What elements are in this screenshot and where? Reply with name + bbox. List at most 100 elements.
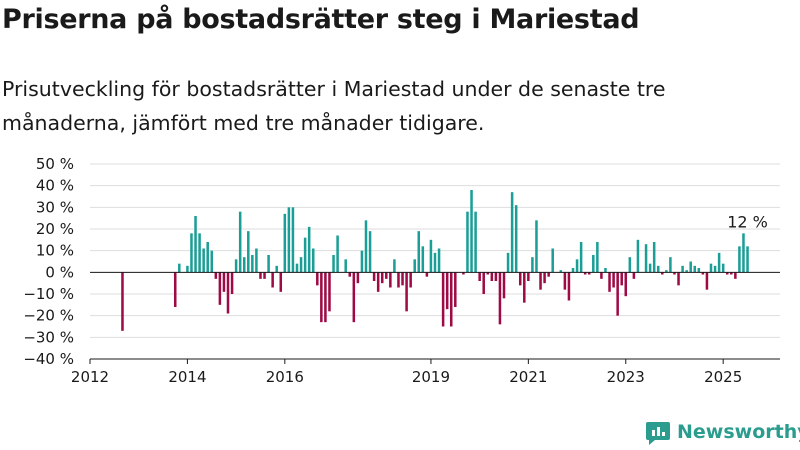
- bar: [413, 259, 416, 273]
- bar: [360, 250, 364, 273]
- y-tick-label: 30 %: [36, 198, 74, 216]
- chart-subtitle: Prisutveckling för bostadsrätter i Marie…: [2, 77, 666, 135]
- bar: [498, 272, 502, 325]
- bar: [502, 272, 506, 299]
- bar: [742, 233, 745, 273]
- bar: [592, 255, 595, 273]
- bar: [717, 252, 721, 273]
- bar: [697, 268, 701, 273]
- bar: [328, 272, 331, 312]
- bar: [620, 272, 623, 286]
- bar: [210, 250, 214, 273]
- bar: [669, 257, 672, 273]
- bar: [445, 272, 449, 310]
- bar: [336, 235, 339, 273]
- bar: [661, 272, 664, 275]
- bar: [673, 272, 676, 275]
- bar: [486, 272, 490, 275]
- bar: [665, 270, 668, 273]
- bar: [121, 272, 124, 331]
- bar: [628, 257, 632, 273]
- bar: [186, 265, 189, 273]
- bar: [275, 265, 278, 273]
- bar: [380, 272, 384, 284]
- bar: [462, 272, 465, 275]
- bar: [242, 257, 246, 273]
- bar: [709, 263, 713, 273]
- bar: [705, 272, 709, 290]
- bar: [648, 263, 652, 273]
- bar: [616, 272, 619, 316]
- bar: [259, 272, 262, 279]
- x-tick-label: 2025: [704, 368, 742, 386]
- bar: [539, 272, 542, 290]
- x-tick-label: 2021: [509, 368, 547, 386]
- bar: [490, 272, 494, 281]
- bar: [218, 272, 222, 305]
- bar: [206, 242, 209, 273]
- newsworthy-logo-icon: [646, 422, 670, 445]
- bar: [247, 231, 250, 273]
- bar: [725, 272, 729, 275]
- bar: [571, 268, 575, 273]
- bar: [600, 272, 603, 279]
- y-tick-label: −10 %: [23, 285, 74, 303]
- brand-name: Newsworthy: [677, 421, 800, 443]
- bar: [738, 246, 741, 273]
- bar: [612, 272, 615, 288]
- bar: [624, 272, 628, 297]
- latest-value-annotation: 12 %: [727, 212, 768, 231]
- bar: [721, 263, 725, 273]
- bar: [746, 246, 749, 273]
- bar: [303, 237, 307, 273]
- bar: [514, 205, 518, 273]
- bar: [368, 231, 372, 273]
- y-tick-label: 50 %: [36, 155, 74, 173]
- bar: [291, 207, 295, 273]
- bar: [348, 272, 352, 277]
- bar: [356, 272, 360, 284]
- bar: [730, 272, 733, 275]
- bar: [238, 211, 242, 273]
- bar: [311, 248, 315, 273]
- bars: [121, 190, 749, 331]
- bar: [267, 255, 270, 273]
- bar: [255, 248, 258, 273]
- bar: [543, 272, 546, 284]
- bar: [608, 272, 611, 292]
- bar: [320, 272, 323, 323]
- bar: [644, 244, 648, 273]
- bar: [547, 272, 550, 277]
- bar: [425, 272, 429, 277]
- bar: [214, 272, 218, 279]
- bar: [559, 270, 563, 273]
- bar: [693, 265, 697, 273]
- bar: [409, 272, 412, 288]
- bar: [299, 257, 303, 273]
- bar: [202, 248, 205, 273]
- bar: [567, 272, 571, 301]
- bar: [681, 265, 684, 273]
- bar: [324, 272, 327, 323]
- bar: [449, 272, 453, 327]
- y-axis-labels: −40 % −30 % −20 % −10 % 0 % 10 % 20 % 30 % 40 % 5…: [23, 155, 74, 368]
- bar: [397, 272, 400, 288]
- bar: [417, 231, 421, 273]
- bar: [376, 272, 380, 292]
- bar: [283, 213, 287, 273]
- bar: [226, 272, 230, 314]
- bar: [551, 248, 554, 273]
- bar: [734, 272, 737, 279]
- bar: [295, 263, 299, 273]
- x-tick-label: 2016: [266, 368, 304, 386]
- bar: [332, 255, 335, 273]
- chart-title: Priserna på bostadsrätter steg i Mariest…: [2, 4, 640, 35]
- bar: [563, 272, 567, 290]
- x-axis: 2012 2014 2016 2019 2021 2023 2025: [71, 358, 780, 386]
- bar: [287, 207, 291, 273]
- bar: [482, 272, 485, 294]
- bar: [405, 272, 408, 312]
- bar: [385, 272, 388, 279]
- bar: [263, 272, 266, 279]
- bar: [579, 242, 583, 273]
